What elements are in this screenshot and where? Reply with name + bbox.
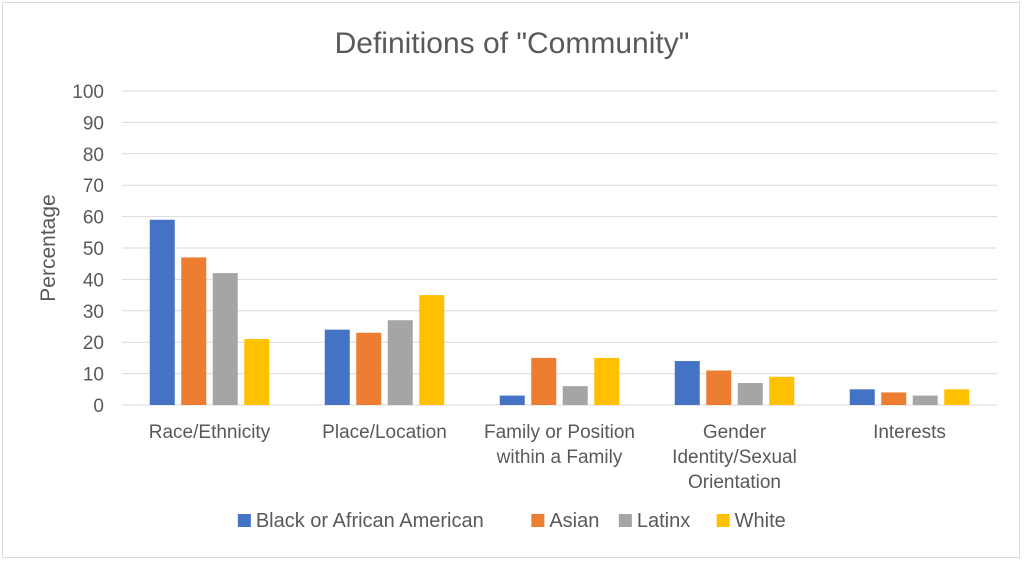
bar	[244, 339, 270, 405]
y-tick-label: 0	[93, 396, 104, 417]
y-tick-label: 30	[83, 302, 104, 323]
x-axis-categories: Race/Ethnicity Place/Location Family or Po…	[149, 422, 946, 493]
y-tick-label: 80	[83, 145, 104, 166]
bar	[944, 389, 970, 405]
bar	[737, 383, 763, 405]
legend-swatch	[531, 514, 545, 527]
bar	[419, 295, 445, 405]
legend-label: Latinx	[637, 510, 690, 532]
bar	[706, 370, 732, 405]
x-category-label: Place/Location	[322, 422, 447, 443]
bar	[594, 357, 620, 405]
legend-swatch	[618, 514, 632, 527]
legend-swatch	[716, 514, 730, 527]
x-category-label: within a Family	[496, 447, 623, 468]
bar	[562, 386, 588, 405]
bars	[149, 219, 970, 405]
y-axis-ticks: 0 10 20 30 40 50 60 70 80 90 100	[72, 82, 104, 417]
y-tick-label: 100	[72, 82, 104, 103]
x-category-label: Identity/Sexual	[672, 447, 797, 468]
legend-label: Asian	[549, 510, 599, 532]
bar	[881, 392, 907, 405]
bar	[674, 361, 700, 405]
x-category-label: Interests	[873, 422, 946, 443]
y-tick-label: 70	[83, 176, 104, 197]
y-axis-label: Percentage	[37, 194, 60, 301]
bar	[356, 332, 382, 405]
y-tick-label: 50	[83, 239, 104, 260]
bar	[324, 329, 350, 405]
bar	[212, 273, 238, 405]
legend-label: Black or African American	[256, 510, 484, 532]
bar	[387, 320, 413, 405]
legend: Black or African American Asian Latinx Whit…	[237, 510, 786, 532]
bar	[912, 395, 938, 405]
bar	[769, 376, 795, 405]
bar	[181, 257, 207, 405]
chart-title: Definitions of "Community"	[335, 27, 690, 60]
y-tick-label: 20	[83, 333, 104, 354]
y-tick-label: 60	[83, 208, 104, 229]
y-tick-label: 10	[83, 365, 104, 386]
bar	[531, 357, 557, 405]
bar	[499, 395, 525, 405]
bar	[149, 219, 175, 405]
y-tick-label: 40	[83, 270, 104, 291]
x-category-label: Orientation	[688, 472, 781, 493]
x-category-label: Race/Ethnicity	[149, 422, 271, 443]
x-category-label: Family or Position	[484, 422, 635, 443]
legend-label: White	[735, 510, 786, 532]
bar	[849, 389, 875, 405]
y-tick-label: 90	[83, 113, 104, 134]
x-category-label: Gender	[703, 422, 767, 443]
legend-swatch	[237, 514, 251, 527]
